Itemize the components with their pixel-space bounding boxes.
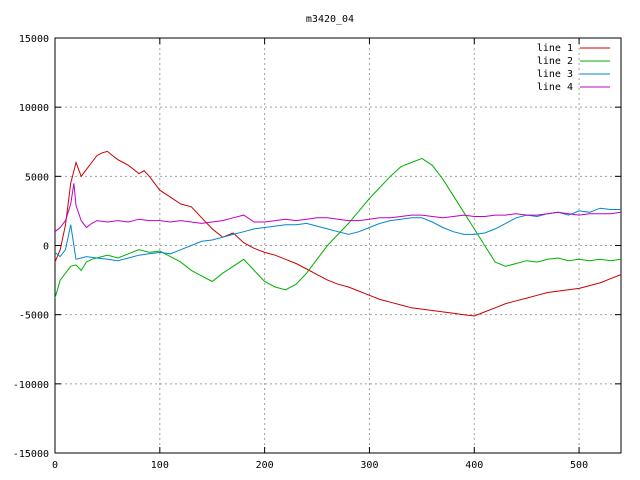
legend: line 1 line 2 line 3 line 4 — [537, 43, 610, 93]
legend-label-1: line 1 — [537, 43, 573, 54]
series-layer — [54, 150, 622, 317]
x-tick-label: 300 — [360, 460, 378, 471]
y-tick-label: 0 — [43, 242, 49, 253]
x-tick-label: 500 — [570, 460, 588, 471]
y-tick-label: -15000 — [13, 449, 49, 460]
y-tick-label: 10000 — [19, 103, 49, 114]
series-line-3 — [54, 207, 621, 262]
legend-label-3: line 3 — [537, 69, 573, 80]
y-tick-label: 15000 — [19, 34, 49, 45]
chart-title: m3420_04 — [306, 14, 354, 25]
y-tick-label: -10000 — [13, 380, 49, 391]
y-tick-label: -5000 — [19, 311, 49, 322]
x-tick-label: 100 — [151, 460, 169, 471]
y-tick-label: 5000 — [25, 172, 49, 183]
series-line-2 — [54, 157, 622, 299]
x-tick-label: 200 — [256, 460, 274, 471]
grid — [55, 38, 621, 453]
legend-label-2: line 2 — [537, 56, 573, 67]
series-line-4 — [54, 183, 622, 233]
x-tick-label: 0 — [52, 460, 58, 471]
x-tick-label: 400 — [465, 460, 483, 471]
axis-ticks: 0 100 200 300 400 500 -15000 -10000 -5000 0 5000 10… — [13, 34, 621, 471]
series-line-1 — [54, 150, 622, 317]
legend-label-4: line 4 — [537, 82, 573, 93]
